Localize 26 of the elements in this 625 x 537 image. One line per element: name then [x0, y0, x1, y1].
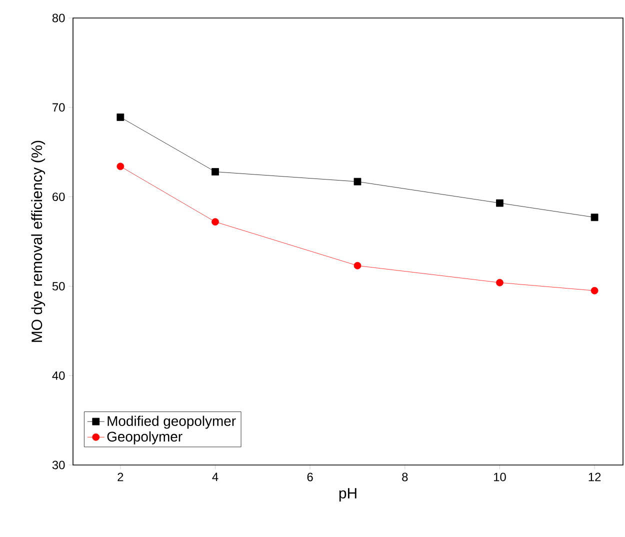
x-tick-label: 2 — [118, 472, 124, 482]
x-axis-title: pH — [339, 488, 356, 502]
legend-label: Modified geopolymer — [108, 416, 236, 429]
y-tick-label: 50 — [52, 282, 65, 290]
y-axis-title: MO dye removal efficiency (%) — [31, 140, 46, 342]
x-tick-label: 12 — [588, 472, 601, 482]
point — [590, 214, 598, 222]
point — [354, 178, 362, 186]
x-tick-label: 8 — [402, 472, 408, 482]
x-tick-label: 10 — [494, 472, 506, 482]
point — [496, 199, 504, 207]
point — [590, 286, 598, 294]
y-tick-label: 70 — [52, 103, 65, 112]
y-tick-label: 60 — [52, 192, 65, 202]
point — [116, 114, 124, 121]
y-tick-label: 40 — [52, 371, 65, 380]
point — [212, 168, 219, 176]
x-tick-label: 6 — [307, 472, 313, 482]
point — [354, 262, 362, 270]
point — [116, 162, 124, 170]
y-tick-label: 80 — [52, 14, 65, 22]
x-tick-label: 4 — [212, 472, 218, 481]
point — [496, 278, 504, 286]
y-tick-label: 30 — [52, 460, 65, 470]
legend-label: Geopolymer — [107, 431, 182, 444]
point — [212, 218, 219, 226]
